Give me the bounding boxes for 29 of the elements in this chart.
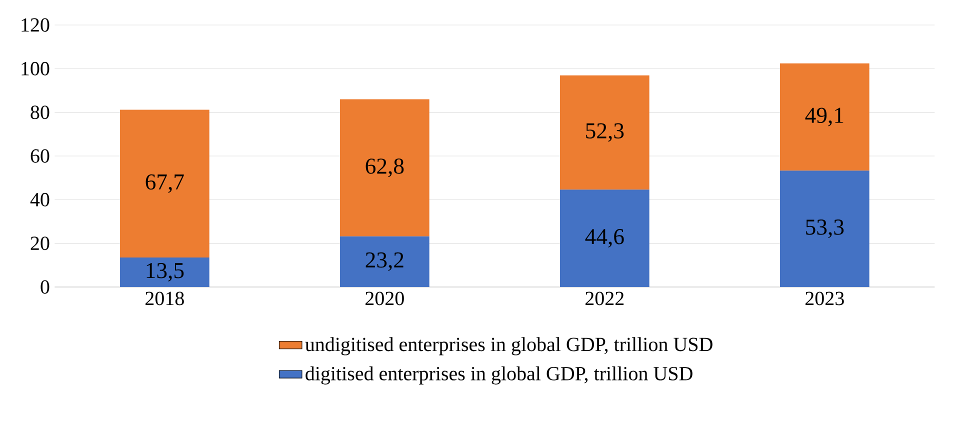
y-tick-label: 40	[30, 192, 50, 206]
y-tick-label: 80	[30, 106, 50, 120]
data-label: 62,8	[366, 158, 404, 178]
bar	[560, 75, 650, 190]
data-label: 52,3	[586, 123, 624, 142]
bar	[340, 236, 430, 287]
bar	[560, 190, 650, 287]
bar	[120, 258, 210, 287]
x-tick-label: 2022	[586, 292, 624, 306]
x-tick-label: 2023	[806, 292, 844, 306]
x-tick-label: 2018	[146, 292, 184, 306]
y-tick-label: 0	[40, 280, 50, 294]
y-tick-label: 100	[22, 62, 50, 76]
data-label: 49,1	[805, 108, 844, 126]
legend-label: undigitised enterprises in global GDP, trillion USD	[305, 337, 712, 356]
bar	[340, 99, 430, 236]
data-label: 53,3	[806, 220, 844, 238]
data-label: 23,2	[366, 252, 404, 271]
bar	[780, 170, 870, 287]
data-label: 44,6	[585, 229, 624, 248]
y-tick-label: 120	[22, 18, 50, 32]
data-label: 13,5	[146, 263, 184, 282]
bar	[780, 63, 870, 171]
legend-label: digitised enterprises in global GDP, trillion USD	[306, 366, 692, 385]
y-tick-label: 20	[30, 236, 50, 250]
x-tick-label: 2020	[366, 292, 404, 306]
y-tick-label: 60	[30, 149, 50, 163]
bar	[120, 110, 210, 258]
data-label: 67,7	[146, 174, 184, 193]
